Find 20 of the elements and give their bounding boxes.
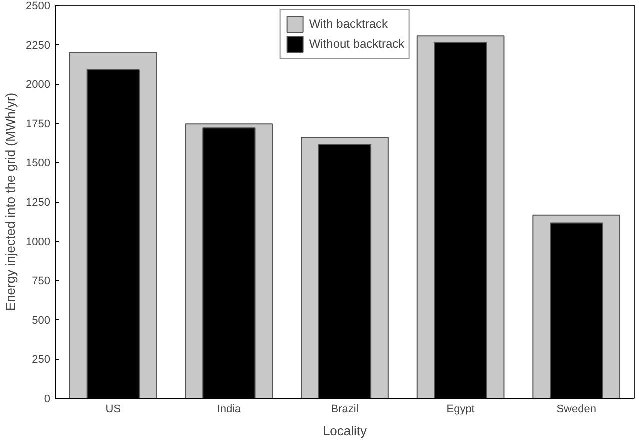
x-tick-label: India [217,404,242,416]
y-tick-label: 2500 [26,0,51,12]
legend-label: With backtrack [309,17,388,31]
y-tick-label: 1750 [26,118,51,130]
y-tick-label: 500 [32,314,51,327]
legend-label: Without backtrack [309,37,405,51]
x-tick-label: US [106,404,122,416]
x-tick-label: Brazil [331,404,359,416]
y-tick-label: 0 [44,394,51,406]
y-tick-label: 1500 [26,158,51,170]
x-tick-label: Egypt [446,404,475,416]
y-axis-title: Energy injected into the grid (MWh/yr) [3,92,18,312]
y-tick-label: 1250 [26,197,51,209]
y-tick-label: 750 [32,276,51,288]
y-tick-label: 250 [32,354,51,366]
y-tick-label: 2250 [26,40,51,52]
y-tick-label: 1000 [26,236,51,248]
x-tick-label: Sweden [556,404,596,416]
x-axis-title: Locality [322,424,368,438]
y-tick-label: 2000 [26,79,51,92]
